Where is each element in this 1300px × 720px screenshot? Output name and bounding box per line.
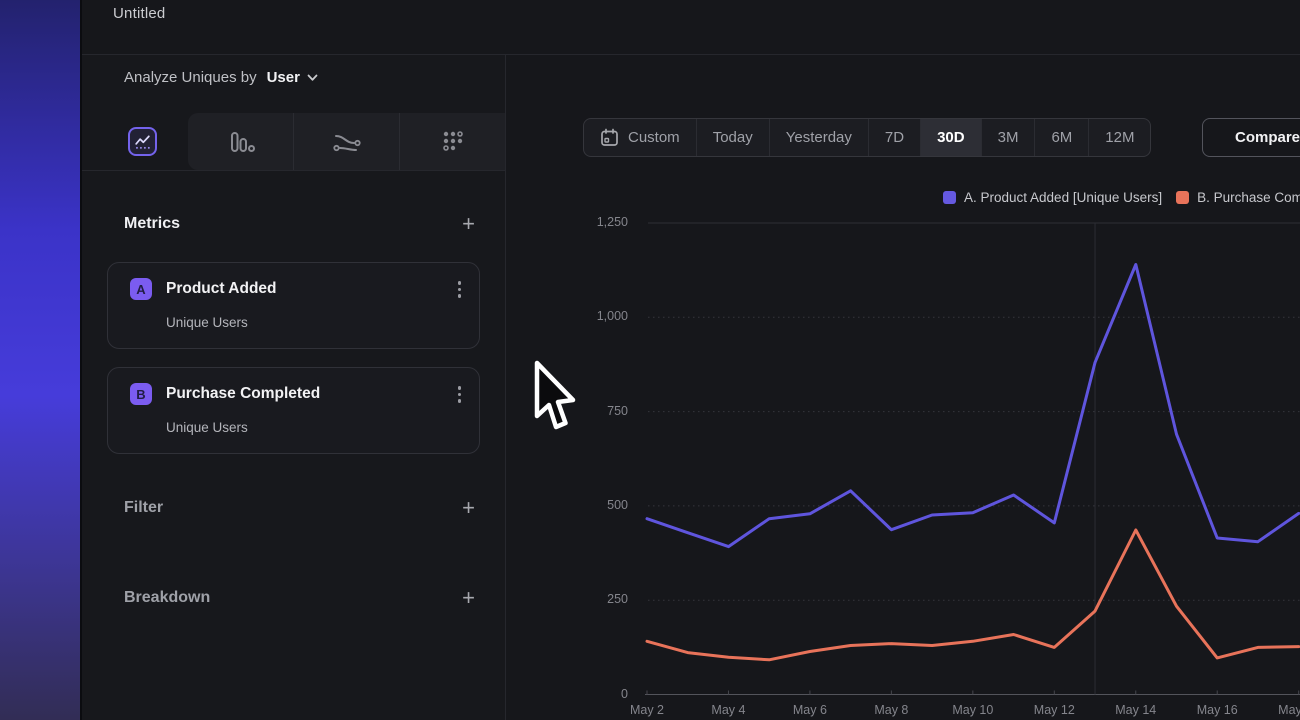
range-button-custom[interactable]: Custom (584, 119, 696, 156)
metric-options-button[interactable] (454, 382, 466, 407)
tab-line-chart[interactable] (90, 113, 195, 170)
legend-label: A. Product Added [Unique Users] (964, 190, 1163, 205)
legend-item-a[interactable]: A. Product Added [Unique Users] (943, 190, 1162, 205)
y-tick-label: 250 (607, 592, 628, 607)
x-tick-label: May 10 (952, 703, 994, 717)
tab-bar-chart[interactable] (188, 113, 293, 170)
report-title[interactable]: Untitled (113, 5, 166, 22)
desktop-gradient (0, 0, 82, 720)
range-button-today[interactable]: Today (695, 119, 769, 156)
x-tick-label: May 12 (1033, 703, 1075, 717)
calendar-icon (601, 128, 618, 146)
analyze-by-label: Analyze Uniques by (124, 69, 257, 86)
metric-options-button[interactable] (454, 277, 466, 302)
metric-name: Purchase Completed (166, 385, 321, 403)
grid-dots-icon (442, 130, 463, 151)
filter-title: Filter (124, 499, 164, 516)
x-tick-label: May 4 (711, 703, 746, 717)
chart-legend: A. Product Added [Unique Users] B. Purcha… (943, 190, 1300, 205)
add-breakdown-button[interactable]: + (462, 585, 475, 610)
y-tick-label: 1,000 (596, 309, 628, 324)
bar-chart-icon (230, 131, 255, 152)
metric-badge-b: B (130, 383, 152, 406)
y-tick-label: 750 (607, 403, 628, 418)
tab-divider (293, 113, 294, 170)
filter-header-row: Filter + (124, 497, 475, 519)
y-tick-label: 500 (607, 497, 628, 512)
x-tick-label: May 2 (629, 703, 665, 717)
legend-swatch (943, 191, 956, 204)
metric-card-b[interactable]: B Purchase Completed Unique Users (107, 367, 480, 454)
legend-label: B. Purchase Completed [Unique Users] (1197, 190, 1300, 205)
range-button-yesterday[interactable]: Yesterday (768, 119, 868, 156)
metric-badge-a: A (130, 278, 152, 301)
breakdown-title: Breakdown (124, 589, 211, 606)
add-metric-button[interactable]: + (462, 211, 475, 236)
legend-swatch (1176, 191, 1190, 204)
date-range-group: Custom Today Yesterday 7D 30D 3M 6M 12M (583, 118, 1152, 157)
metric-name: Product Added (166, 280, 277, 298)
legend-item-b[interactable]: B. Purchase Completed [Unique Users] (1176, 190, 1300, 205)
line-chart-icon (128, 127, 157, 156)
analyze-by-dropdown[interactable]: Analyze Uniques by User (124, 69, 318, 86)
tab-flow-chart[interactable] (294, 113, 399, 170)
y-tick-label: 0 (621, 686, 628, 701)
x-tick-label: May 6 (792, 703, 827, 717)
metrics-title: Metrics (124, 215, 181, 232)
x-tick-label: May 14 (1115, 703, 1157, 717)
metric-subtitle: Unique Users (166, 420, 248, 435)
metric-card-a[interactable]: A Product Added Unique Users (107, 262, 480, 349)
range-button-30d[interactable]: 30D (920, 119, 981, 156)
breakdown-header-row: Breakdown + (124, 587, 475, 609)
x-tick-label: May 16 (1196, 703, 1238, 717)
compare-button[interactable]: Compare (1202, 118, 1300, 157)
analyze-by-value: User (266, 69, 300, 86)
tab-divider (399, 113, 400, 170)
sidebar-divider (82, 170, 505, 171)
x-tick-label: May 8 (874, 703, 909, 717)
metrics-header-row: Metrics + (124, 213, 475, 235)
chevron-down-icon (307, 74, 318, 81)
metric-subtitle: Unique Users (166, 315, 248, 330)
range-button-3m[interactable]: 3M (980, 119, 1035, 156)
x-tick-label: May 18 (1278, 703, 1300, 717)
flow-chart-icon (332, 134, 361, 151)
app-window: Untitled Analyze Uniques by User (82, 0, 1300, 720)
tab-grid-metrics[interactable] (400, 113, 505, 170)
range-button-7d[interactable]: 7D (867, 119, 920, 156)
range-button-12m[interactable]: 12M (1088, 119, 1150, 156)
sidebar: Analyze Uniques by User (82, 55, 506, 720)
titlebar: Untitled (82, 0, 1300, 55)
add-filter-button[interactable]: + (462, 495, 475, 520)
y-tick-label: 1,250 (596, 215, 628, 229)
range-button-6m[interactable]: 6M (1034, 119, 1088, 156)
